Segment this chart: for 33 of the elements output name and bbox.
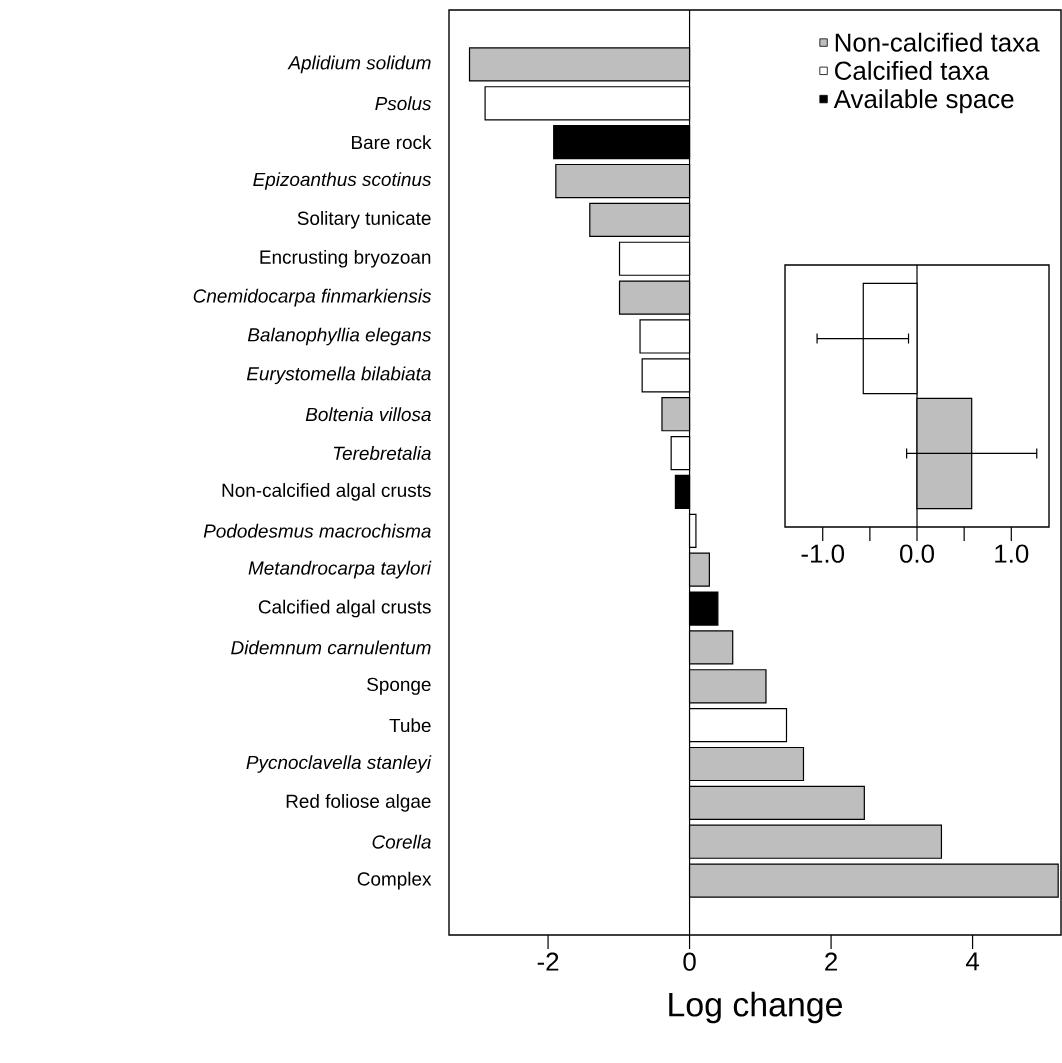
x-tick-label: -2 (537, 952, 559, 971)
y-tick-label: Metandrocarpa taylori (248, 560, 432, 579)
x-tick-label: 4 (965, 952, 980, 971)
y-tick-label: Red foliose algae (286, 794, 431, 812)
y-tick-label: Corella (372, 834, 431, 849)
x-axis-title: Log change (669, 991, 842, 1024)
y-tick-label: Aplidium solidum (287, 55, 431, 74)
x-tick-label: -1.0 (801, 544, 845, 563)
y-tick-label: Pododesmus macrochisma (203, 523, 431, 538)
y-tick-label: Balanophyllia elegans (247, 327, 432, 346)
y-tick-label: Pycnoclavella stanleyi (246, 755, 432, 773)
y-tick-label: Solitary tunicate (297, 211, 431, 229)
y-tick-label: Psolus (375, 96, 432, 111)
legend-label: Calcified taxa (835, 60, 990, 80)
y-tick-label: Eurystomella bilabiata (246, 366, 431, 385)
x-tick-label: 1.0 (995, 544, 1029, 563)
x-tick-label: 0 (683, 952, 696, 971)
y-tick-label: Non-calcified algal crusts (222, 483, 431, 501)
legend-label: Non-calcified taxa (835, 32, 1040, 52)
y-tick-label: Encrusting bryozoan (260, 249, 431, 268)
y-tick-label: Terebretalia (333, 446, 431, 461)
y-tick-label: Complex (357, 871, 432, 890)
y-tick-label: Calcified algal crusts (258, 599, 431, 618)
y-tick-label: Tube (389, 718, 431, 733)
x-tick-label: 0.0 (900, 544, 934, 563)
y-tick-label: Sponge (367, 677, 431, 695)
y-tick-label: Didemnum carnulentum (231, 640, 431, 655)
y-tick-label: Cnemidocarpa finmarkiensis (193, 288, 432, 307)
x-tick-label: 2 (825, 952, 837, 971)
legend-label: Available space (833, 89, 1014, 114)
y-tick-label: Bare rock (352, 135, 432, 150)
y-tick-label: Boltenia villosa (305, 407, 431, 422)
y-tick-label: Epizoanthus scotinus (253, 172, 432, 190)
